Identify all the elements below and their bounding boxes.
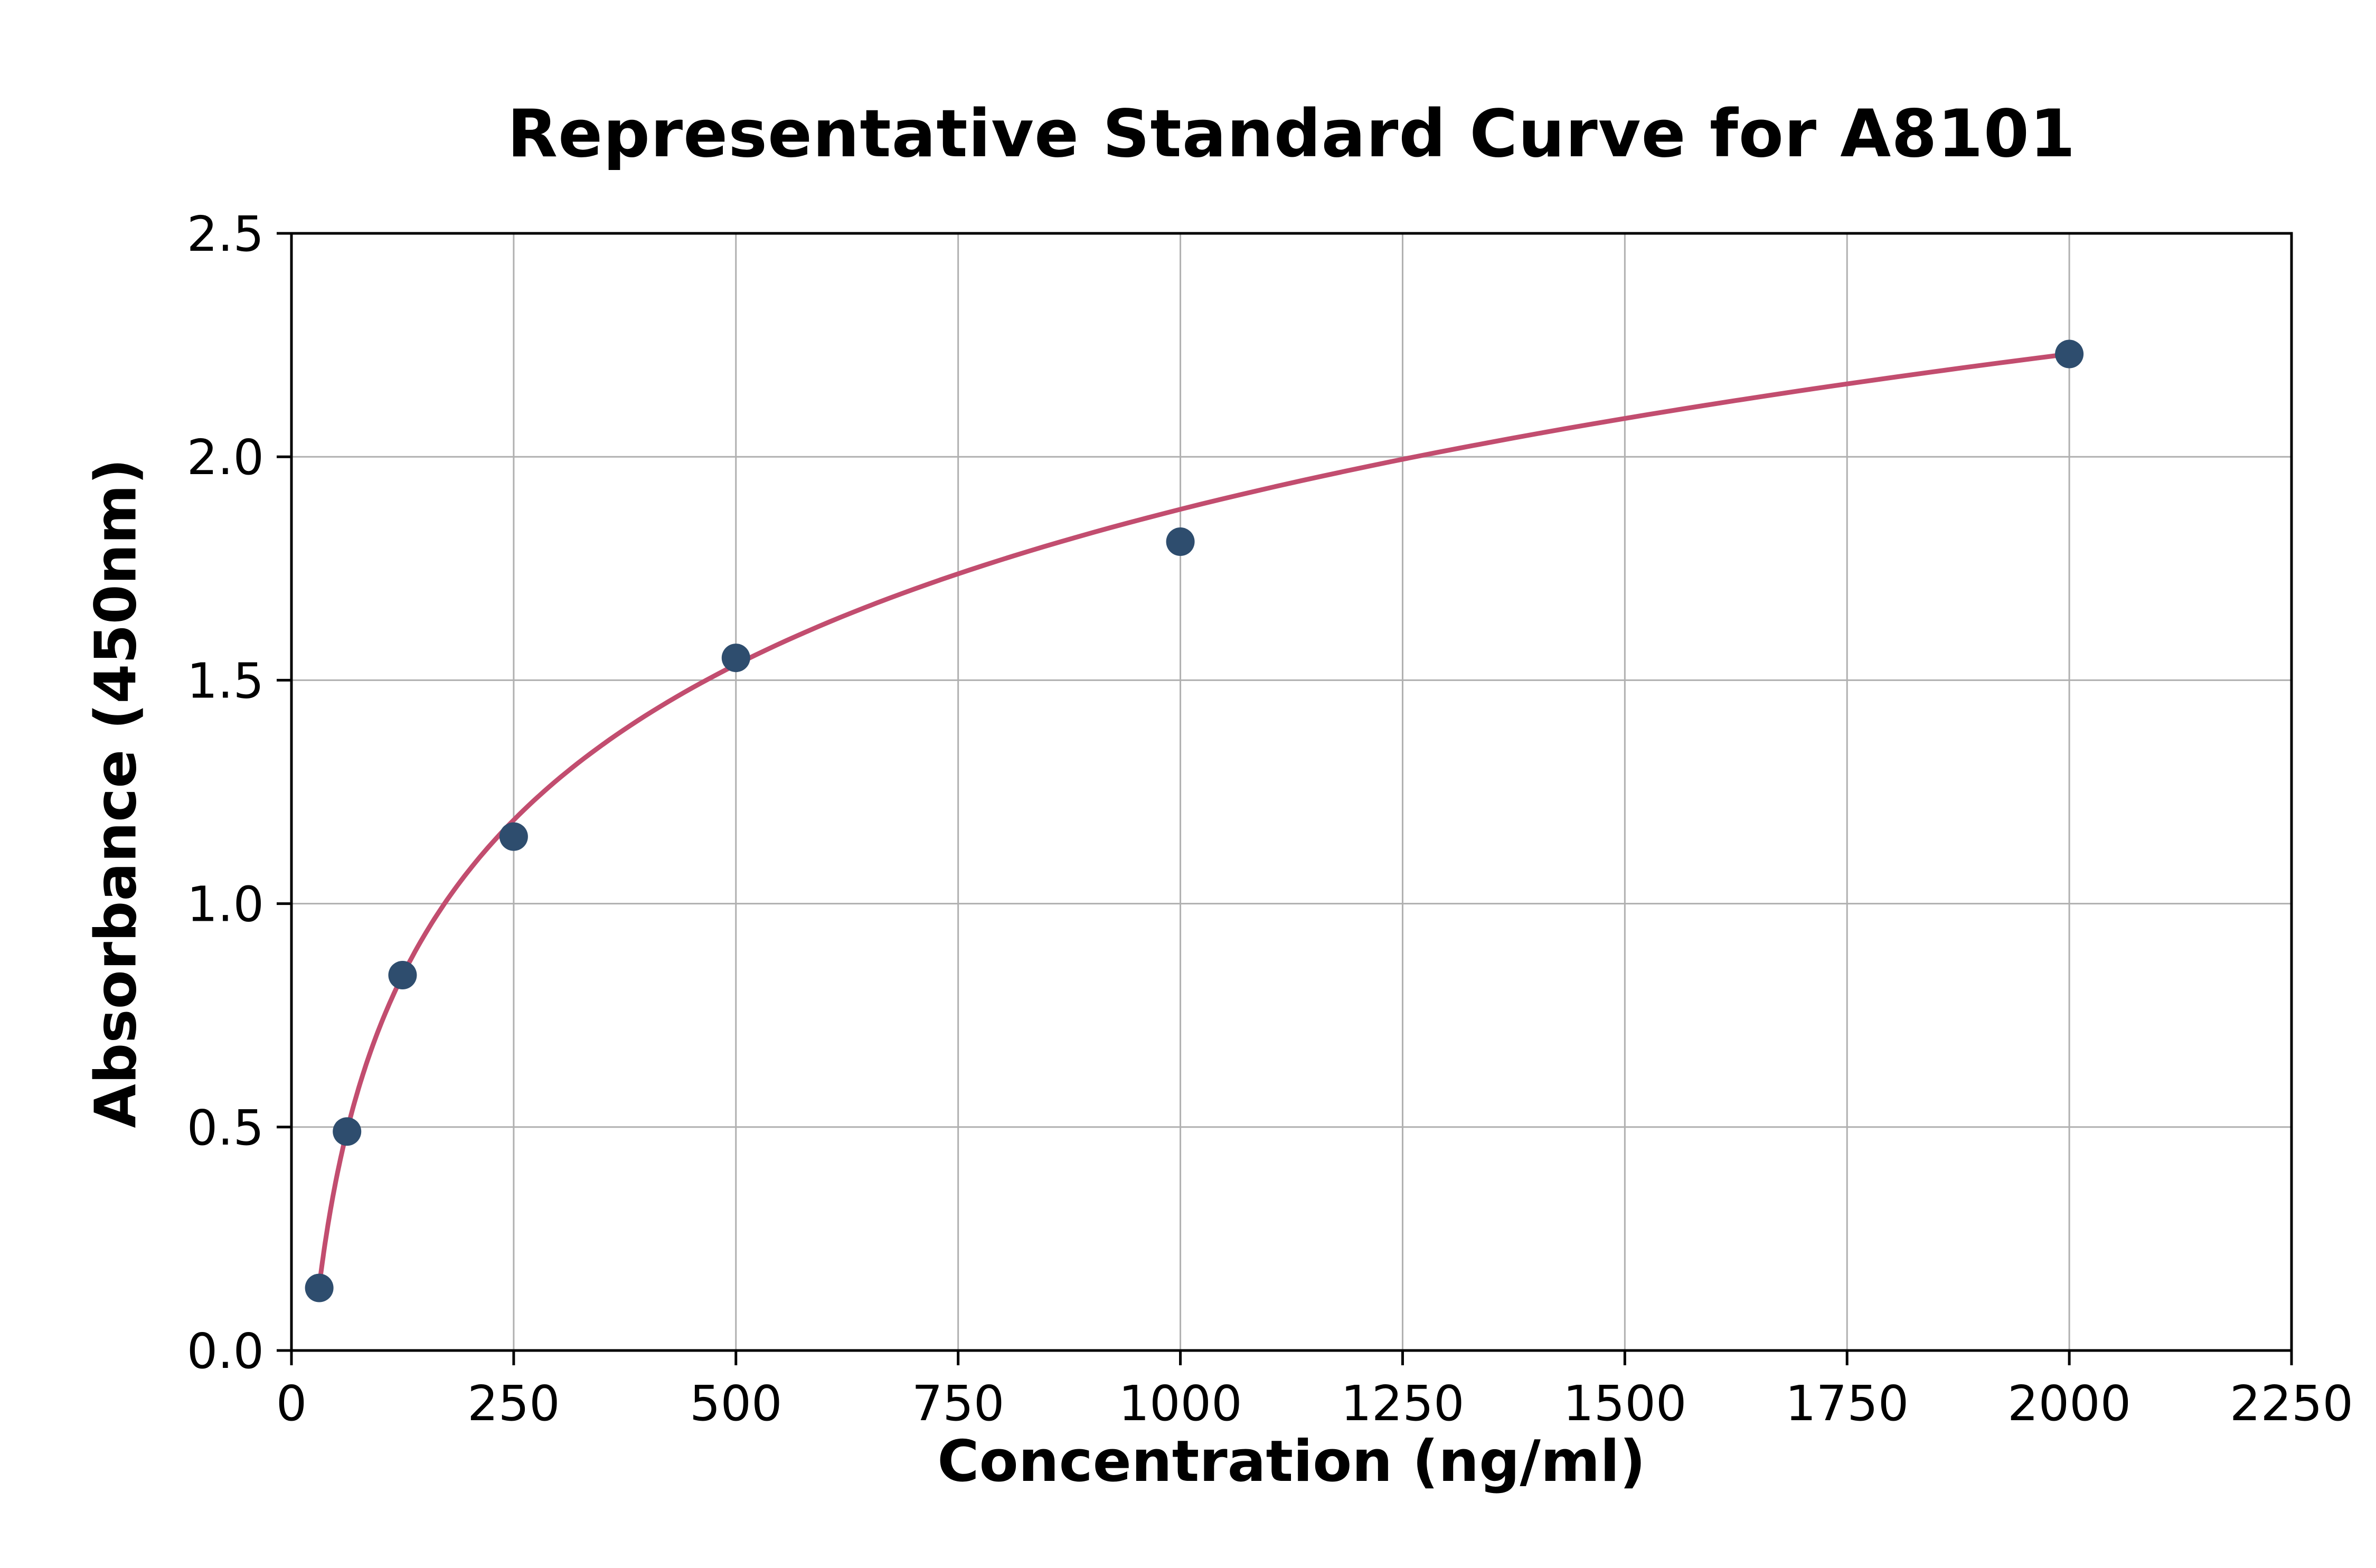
chart-title: Representative Standard Curve for A8101 [507,96,2076,172]
data-point [333,1117,362,1146]
x-tick-label: 1500 [1563,1375,1686,1432]
y-tick-label: 2.5 [187,206,264,262]
x-axis-ticks: 0 250 500 750 1000 1250 1500 1750 2000 2250 [276,1350,2353,1432]
x-tick-label: 2250 [2230,1375,2353,1432]
x-tick-label: 750 [912,1375,1005,1432]
x-axis-label: Concentration (ng/ml) [937,1429,1646,1495]
x-tick-label: 1250 [1341,1375,1464,1432]
plot-background [291,233,2292,1350]
x-tick-label: 0 [276,1375,307,1432]
y-tick-label: 1.5 [187,653,264,709]
data-point [1166,527,1195,556]
y-tick-label: 0.5 [187,1100,264,1156]
y-tick-label: 1.0 [187,876,264,933]
data-point [388,961,417,990]
data-point [305,1273,334,1302]
y-axis-label: Absorbance (450nm) [83,458,149,1128]
x-tick-label: 2000 [2007,1375,2131,1432]
data-point [499,822,528,851]
y-tick-label: 0.0 [187,1323,264,1380]
data-points [305,339,2084,1302]
y-tick-label: 2.0 [187,429,264,486]
plot-border [290,232,2293,1352]
x-tick-label: 250 [467,1375,560,1432]
y-axis-ticks: 0.0 0.5 1.0 1.5 2.0 2.5 [187,206,291,1380]
x-tick-label: 1750 [1785,1375,1909,1432]
data-point [2055,339,2084,369]
data-point [721,644,750,673]
x-tick-label: 1000 [1118,1375,1242,1432]
x-tick-label: 500 [690,1375,782,1432]
